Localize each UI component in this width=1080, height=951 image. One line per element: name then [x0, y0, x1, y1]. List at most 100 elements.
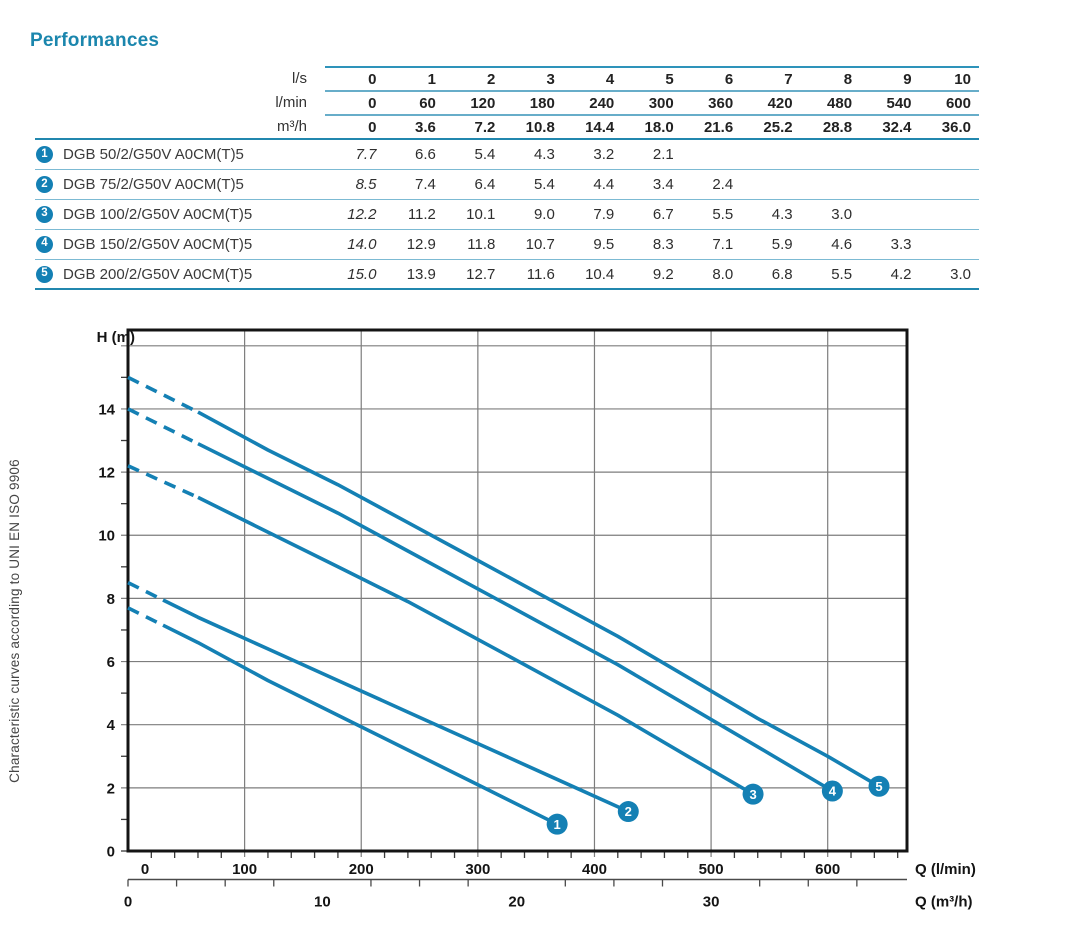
unit-value-cell: 10	[954, 70, 971, 88]
unit-value-cell: 2	[487, 70, 496, 88]
table-row: 1 DGB 50/2/G50V A0CM(T)5 7.7 6.6 5.4 4.3 3.2 2.…	[35, 140, 979, 170]
curve-1-end-badge-number: 1	[554, 817, 561, 832]
x-axis-tick-label: 500	[699, 861, 724, 878]
x-axis-tick-label: 400	[582, 861, 607, 878]
unit-label: l/min	[275, 93, 307, 111]
head-value-cell: 4.3	[771, 205, 793, 223]
unit-values: 0 1 2 3 4 5 6 7 8 9 10	[325, 66, 979, 90]
y-axis-tick-label: 14	[98, 401, 115, 418]
unit-value-cell: 60	[419, 94, 436, 112]
table-units-header: l/s 0 1 2 3 4 5 6 7 8 9 10 l/min 0 60 120 180 240 300 360 42…	[35, 66, 979, 138]
table-row: 2 DGB 75/2/G50V A0CM(T)5 8.5 7.4 6.4 5.4 4.4 3.…	[35, 170, 979, 200]
head-value-cell: 8.5	[355, 175, 377, 193]
curve-4-end-badge-number: 4	[829, 784, 837, 799]
unit-value-cell: 120	[470, 94, 496, 112]
y-axis-tick-label: 8	[107, 591, 115, 608]
unit-value-cell: 360	[708, 94, 734, 112]
y-axis-tick-label: 10	[98, 528, 115, 545]
unit-label: l/s	[292, 69, 307, 87]
curve-5-end-badge-number: 5	[875, 779, 882, 794]
curve-5-solid	[197, 410, 880, 788]
x-axis-tick-label: 600	[815, 861, 840, 878]
unit-value-cell: 600	[945, 94, 971, 112]
curve-2-solid	[162, 598, 630, 814]
unit-value-cell: 32.4	[882, 118, 912, 136]
model-cell: 4 DGB 150/2/G50V A0CM(T)5	[35, 235, 325, 253]
pump-model-name: DGB 150/2/G50V A0CM(T)5	[63, 235, 253, 253]
curve-3-end-badge	[742, 783, 764, 805]
curve-number-badge: 2	[36, 175, 53, 193]
unit-value-cell: 4	[605, 70, 615, 88]
head-value-cell: 3.0	[950, 265, 971, 283]
head-value-cell: 3.0	[831, 205, 853, 223]
unit-value-cell: 14.4	[585, 118, 615, 136]
unit-value-cell: 7.2	[474, 118, 496, 136]
head-value-cell: 11.2	[407, 205, 436, 223]
head-value-cell: 10.4	[585, 265, 615, 283]
x-axis-tick-label: 300	[465, 861, 490, 878]
y-axis-title: H (m)	[97, 329, 135, 346]
curve-2-end-badge-number: 2	[625, 804, 632, 819]
performance-table: l/s 0 1 2 3 4 5 6 7 8 9 10 l/min 0 60 120 180 240 300 360 42…	[35, 66, 979, 291]
head-value-cell: 2.1	[652, 145, 674, 163]
head-value-cell: 6.4	[474, 175, 496, 193]
head-value-cell: 11.8	[467, 235, 496, 253]
table-row: 4 DGB 150/2/G50V A0CM(T)5 14.0 12.9 11.8 10.7…	[35, 230, 979, 260]
unit-value-cell: 420	[767, 94, 793, 112]
unit-value-cell: 18.0	[644, 118, 674, 136]
head-value-cell: 11.6	[526, 265, 555, 283]
head-value-cell: 7.4	[415, 175, 436, 193]
model-cell: 2 DGB 75/2/G50V A0CM(T)5	[35, 175, 325, 193]
unit-value-cell: 0	[368, 70, 377, 88]
head-value-cell: 3.2	[593, 145, 615, 163]
unit-value-cell: 3	[546, 70, 555, 88]
head-value-cell: 3.3	[890, 235, 912, 253]
secondary-axis-tick-label: 0	[124, 894, 132, 911]
curve-1-end-badge	[546, 813, 568, 835]
curve-5-dashed	[127, 375, 199, 414]
head-value-cell: 15.0	[347, 265, 377, 283]
curve-1-solid	[162, 623, 558, 826]
unit-value-cell: 8	[843, 70, 853, 88]
unit-value-cell: 9	[903, 70, 912, 88]
curve-number-badge: 3	[36, 205, 53, 223]
unit-value-cell: 540	[886, 94, 912, 112]
head-value-cell: 5.5	[712, 205, 734, 223]
curve-number-badge: 4	[36, 235, 53, 253]
head-value-cell: 6.7	[652, 205, 674, 223]
head-value-cell: 5.5	[831, 265, 853, 283]
head-value-cell: 14.0	[347, 235, 377, 253]
y-axis-tick-label: 0	[107, 844, 115, 861]
secondary-axis-tick-label: 10	[314, 894, 331, 911]
curve-number-badge: 1	[36, 145, 53, 163]
head-value-cell: 7.1	[712, 235, 734, 253]
y-axis-tick-label: 6	[107, 654, 115, 671]
x-axis-tick-label: 100	[232, 861, 257, 878]
head-value-cell: 5.4	[533, 175, 555, 193]
plot-frame	[126, 328, 909, 853]
y-axis-tick-label: 4	[107, 717, 116, 734]
table-row: 5 DGB 200/2/G50V A0CM(T)5 15.0 13.9 12.7 11.6…	[35, 260, 979, 291]
x-axis-secondary-title: Q (m³/h)	[915, 894, 973, 911]
model-cell: 1 DGB 50/2/G50V A0CM(T)5	[35, 145, 325, 163]
unit-value-cell: 180	[529, 94, 555, 112]
y-axis-tick-label: 2	[107, 780, 115, 797]
table-row: 3 DGB 100/2/G50V A0CM(T)5 12.2 11.2 10.1 9.0 7…	[35, 200, 979, 230]
curve-3-dashed	[127, 464, 199, 500]
head-value-cell: 7.9	[593, 205, 615, 223]
secondary-axis-tick-label: 20	[508, 894, 525, 911]
unit-value-cell: 300	[648, 94, 674, 112]
curve-2-dashed	[127, 580, 164, 602]
pump-model-name: DGB 100/2/G50V A0CM(T)5	[63, 205, 253, 223]
head-value-cell: 10.1	[466, 205, 496, 223]
curve-4-end-badge	[821, 780, 843, 802]
unit-value-cell: 240	[589, 94, 615, 112]
secondary-axis-tick-label: 30	[703, 894, 720, 911]
unit-header-row: l/min 0 60 120 180 240 300 360 420 480 540 600	[35, 90, 979, 114]
page-title: Performances	[30, 30, 160, 51]
pump-model-name: DGB 75/2/G50V A0CM(T)5	[63, 175, 244, 193]
unit-value-cell: 7	[784, 70, 793, 88]
head-value-cell: 3.4	[652, 175, 674, 193]
unit-value-cell: 0	[368, 94, 377, 112]
